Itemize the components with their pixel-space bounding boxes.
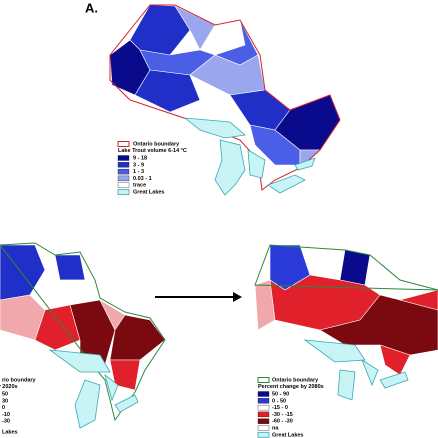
legend-item: 50 - 90 (272, 391, 289, 397)
arrow-head (233, 292, 242, 302)
legend-swatch (257, 418, 270, 424)
legend-item: 0.03 - 1 (133, 176, 152, 182)
legend-swatch (257, 398, 270, 404)
map-a (109, 4, 341, 196)
legend-item: 0 (2, 405, 5, 411)
legend-swatch (257, 391, 270, 397)
legend-boundary: Ontario boundary (272, 377, 319, 383)
legend-item: na (272, 425, 279, 431)
boundary-swatch (257, 377, 270, 383)
legend-item: trace (133, 183, 146, 189)
lake-swatch (257, 431, 270, 438)
legend-boundary: Ontario boundary (133, 141, 180, 147)
legend-item: -30 - -15 (272, 412, 293, 418)
legend-lakes: Great Lakes (272, 432, 304, 438)
map-2020s (0, 242, 166, 429)
legend-swatch (257, 411, 270, 418)
legend-swatch (257, 404, 270, 411)
legend-item: 50 (2, 391, 8, 397)
legend-item: 1 - 3 (133, 169, 144, 175)
map-2080s (254, 244, 438, 401)
legend-title: Percent change by 2080s (258, 384, 324, 390)
legend-lakes: Lakes (2, 429, 18, 435)
legend-lakes: Great Lakes (133, 189, 165, 195)
legend-title: ange by 2020s (0, 384, 18, 390)
lake-swatch (117, 189, 130, 195)
legend-swatch (117, 155, 130, 161)
legend-swatch (117, 175, 130, 182)
legend-swatch (117, 182, 130, 188)
legend-item: 30 (2, 398, 8, 404)
legend-item: 9 - 18 (133, 155, 147, 161)
legend-item: -10 (2, 412, 10, 418)
legend-title: Lake Trout volume 6-14 °C (118, 148, 187, 154)
legend-swatch (117, 162, 130, 168)
legend-item: 0 - 50 (272, 398, 286, 404)
legend-swatch (257, 425, 270, 431)
panel-label: A. (85, 0, 98, 15)
legend-item: 3 - 9 (133, 162, 144, 168)
legend-item: -60 - -30 (272, 419, 293, 425)
legend-boundary: rio boundary (2, 377, 37, 383)
boundary-swatch (117, 141, 130, 147)
legend-item: -15 - 0 (272, 405, 288, 411)
legend-item: -30 (2, 419, 10, 425)
legend-swatch (117, 168, 130, 175)
